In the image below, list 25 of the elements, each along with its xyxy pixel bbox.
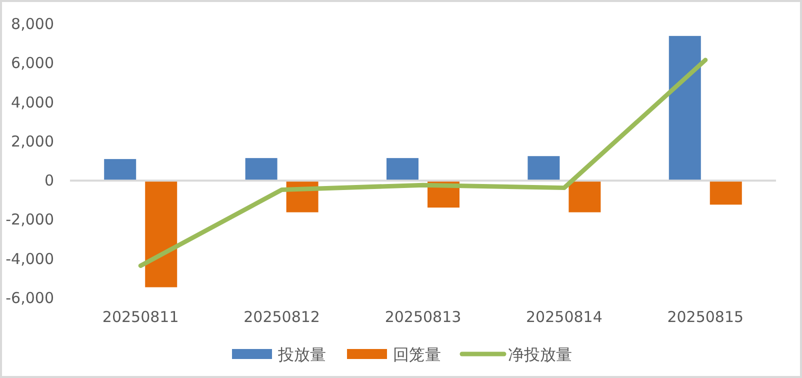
bar: [386, 158, 418, 181]
bar: [568, 180, 601, 212]
y-tick-label: 8,000: [11, 15, 54, 33]
legend-label: 投放量: [277, 345, 326, 364]
y-tick-label: 0: [44, 172, 54, 190]
x-tick-label: 20250814: [526, 308, 602, 326]
x-tick-label: 20250811: [102, 308, 179, 326]
bar: [145, 180, 178, 288]
y-tick-label: 4,000: [11, 93, 54, 112]
y-tick-label: 2,000: [11, 132, 54, 150]
legend-label: 净投放量: [508, 345, 572, 364]
bar: [104, 159, 136, 181]
x-tick-label: 20250815: [667, 308, 744, 326]
bar: [668, 36, 701, 181]
legend-label: 回笼量: [393, 345, 441, 364]
bar: [245, 158, 278, 181]
bar: [528, 156, 560, 181]
x-tick-label: 20250812: [244, 308, 320, 326]
bar: [710, 180, 742, 205]
x-tick-label: 20250813: [384, 308, 462, 326]
y-tick-label: 6,000: [11, 54, 54, 72]
y-tick-label: -6,000: [6, 289, 54, 307]
y-tick-label: -4,000: [6, 250, 54, 268]
y-tick-label: -2,000: [6, 210, 54, 229]
line-series: [138, 58, 708, 268]
